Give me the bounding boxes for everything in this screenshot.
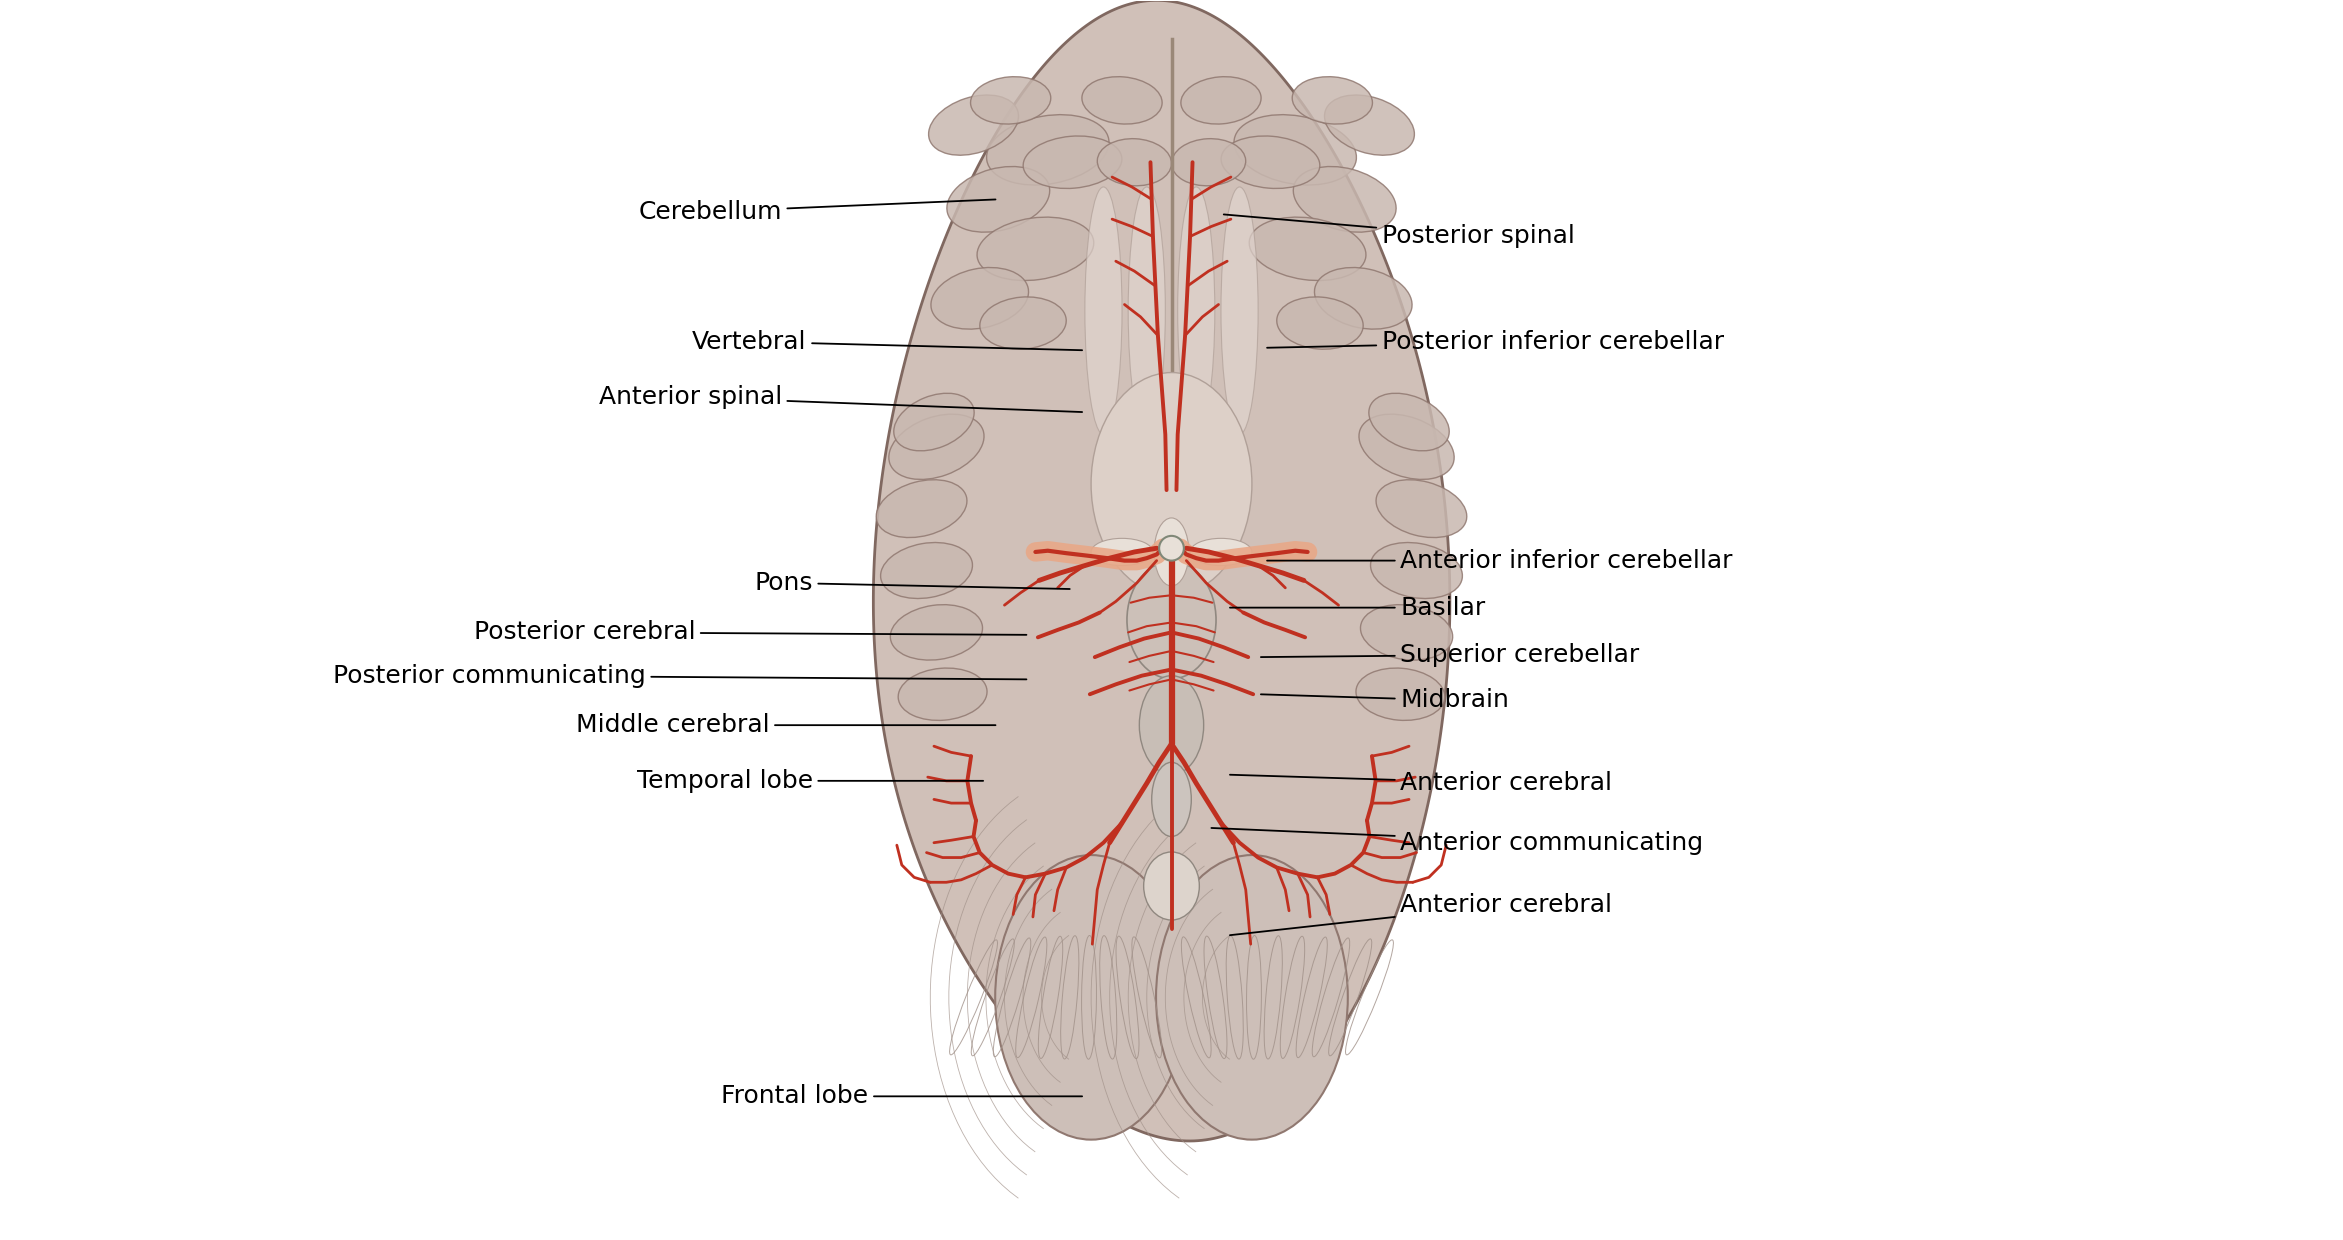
Ellipse shape — [947, 166, 1050, 232]
Ellipse shape — [1324, 95, 1415, 155]
Text: Posterior cerebral: Posterior cerebral — [473, 620, 1026, 645]
Text: Superior cerebellar: Superior cerebellar — [1261, 642, 1640, 667]
Text: Middle cerebral: Middle cerebral — [576, 713, 996, 737]
Text: Midbrain: Midbrain — [1261, 688, 1509, 713]
Ellipse shape — [1139, 676, 1204, 775]
Ellipse shape — [1357, 668, 1446, 720]
Ellipse shape — [1179, 187, 1214, 434]
Text: Anterior cerebral: Anterior cerebral — [1230, 893, 1612, 935]
Polygon shape — [874, 0, 1450, 1141]
Text: Cerebellum: Cerebellum — [637, 200, 996, 223]
Ellipse shape — [1155, 856, 1347, 1140]
Ellipse shape — [1361, 605, 1453, 660]
Ellipse shape — [1092, 538, 1153, 565]
Ellipse shape — [1371, 543, 1462, 599]
Text: Anterior cerebral: Anterior cerebral — [1230, 771, 1612, 795]
Ellipse shape — [1221, 136, 1319, 188]
Ellipse shape — [1143, 852, 1200, 920]
Ellipse shape — [1375, 480, 1467, 538]
Text: Basilar: Basilar — [1230, 595, 1485, 620]
Ellipse shape — [1153, 763, 1190, 837]
Text: Vertebral: Vertebral — [691, 330, 1082, 353]
Ellipse shape — [1129, 187, 1164, 434]
Ellipse shape — [1190, 538, 1251, 565]
Ellipse shape — [970, 77, 1050, 124]
Text: Frontal lobe: Frontal lobe — [722, 1084, 1082, 1109]
Ellipse shape — [1368, 393, 1450, 451]
Text: Posterior inferior cerebellar: Posterior inferior cerebellar — [1268, 330, 1724, 353]
Ellipse shape — [1221, 187, 1258, 434]
Ellipse shape — [876, 480, 968, 538]
Ellipse shape — [888, 414, 984, 480]
Ellipse shape — [1293, 166, 1396, 232]
Ellipse shape — [1082, 77, 1162, 124]
Ellipse shape — [1235, 114, 1357, 185]
Text: Posterior spinal: Posterior spinal — [1223, 215, 1574, 248]
Ellipse shape — [893, 393, 975, 451]
Ellipse shape — [881, 543, 972, 599]
Text: Posterior communicating: Posterior communicating — [333, 663, 1026, 688]
Ellipse shape — [1127, 562, 1216, 678]
Ellipse shape — [897, 668, 986, 720]
Ellipse shape — [890, 605, 982, 660]
Ellipse shape — [996, 856, 1188, 1140]
Ellipse shape — [979, 296, 1066, 350]
Text: Pons: Pons — [754, 570, 1071, 595]
Ellipse shape — [977, 217, 1094, 280]
Ellipse shape — [1097, 139, 1172, 186]
Ellipse shape — [928, 95, 1019, 155]
Text: Anterior communicating: Anterior communicating — [1211, 828, 1703, 854]
Ellipse shape — [1155, 518, 1188, 587]
Ellipse shape — [1085, 187, 1122, 434]
Text: Temporal lobe: Temporal lobe — [637, 769, 984, 792]
Ellipse shape — [930, 268, 1029, 329]
Ellipse shape — [986, 114, 1108, 185]
Ellipse shape — [1249, 217, 1366, 280]
Ellipse shape — [1172, 139, 1246, 186]
Ellipse shape — [1277, 296, 1364, 350]
Circle shape — [1160, 536, 1183, 560]
Ellipse shape — [1024, 136, 1122, 188]
Ellipse shape — [1181, 77, 1261, 124]
Ellipse shape — [1092, 372, 1251, 595]
Text: Anterior inferior cerebellar: Anterior inferior cerebellar — [1268, 548, 1734, 573]
Ellipse shape — [1314, 268, 1413, 329]
Text: Anterior spinal: Anterior spinal — [597, 386, 1082, 412]
Ellipse shape — [1293, 77, 1373, 124]
Ellipse shape — [1359, 414, 1455, 480]
